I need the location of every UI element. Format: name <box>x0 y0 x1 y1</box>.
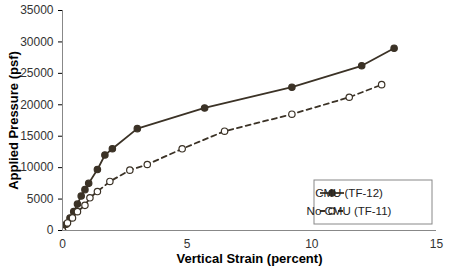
svg-text:30000: 30000 <box>20 35 54 49</box>
svg-text:CMU (TF-12): CMU (TF-12) <box>315 187 383 199</box>
svg-text:15000: 15000 <box>20 129 54 143</box>
svg-text:Applied Pressure (psf): Applied Pressure (psf) <box>6 51 21 190</box>
svg-text:No CMU (TF-11): No CMU (TF-11) <box>307 205 392 217</box>
svg-text:0: 0 <box>59 237 66 251</box>
svg-text:35000: 35000 <box>20 3 54 17</box>
svg-text:25000: 25000 <box>20 66 54 80</box>
svg-text:10000: 10000 <box>20 160 54 174</box>
svg-text:5: 5 <box>184 237 191 251</box>
svg-text:15: 15 <box>430 237 444 251</box>
svg-text:20000: 20000 <box>20 98 54 112</box>
svg-text:10: 10 <box>305 237 319 251</box>
svg-text:Vertical Strain (percent): Vertical Strain (percent) <box>177 251 323 266</box>
svg-text:5000: 5000 <box>27 192 54 206</box>
svg-text:0: 0 <box>47 223 54 237</box>
